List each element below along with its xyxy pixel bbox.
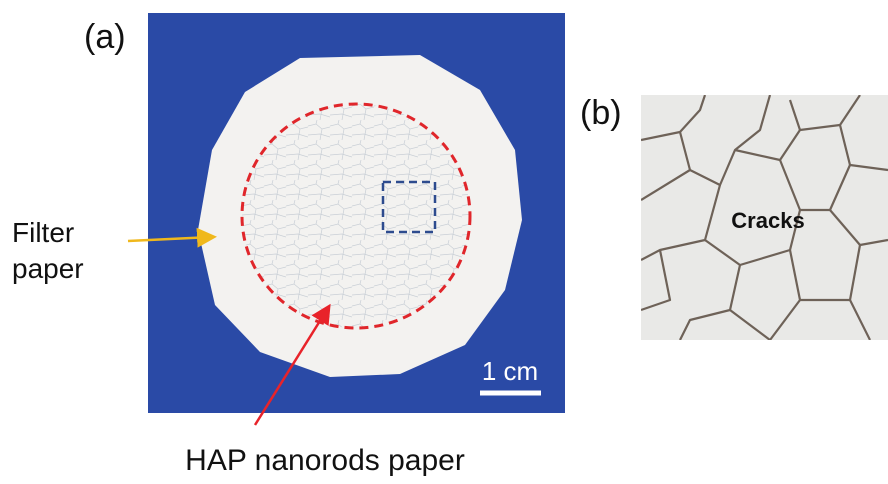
panel-label: (a)	[84, 18, 126, 56]
crack-label: Cracks	[731, 208, 804, 233]
scale-bar-label: 1 cm	[482, 356, 538, 386]
crack-photo: Cracks	[641, 95, 888, 340]
filter-label: paper	[12, 253, 84, 284]
filter-label: Filter	[12, 217, 74, 248]
panel-label: (b)	[580, 94, 622, 132]
page: {"panel_a": {"label": "(a)", "filter_lab…	[0, 0, 888, 479]
figure: (a) 1 cm Filter paper HAP nanorods paper…	[0, 0, 888, 479]
hap-label: HAP nanorods paper	[185, 444, 465, 477]
